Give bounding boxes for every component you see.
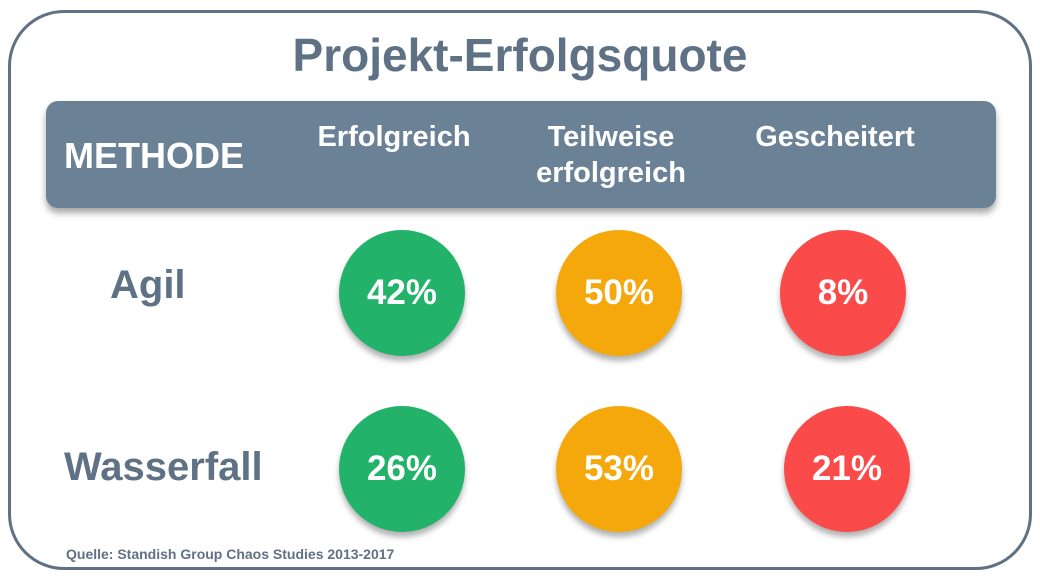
- header-teilweise-erfolgreich: Teilweise erfolgreich: [536, 121, 686, 189]
- value-circle-wasserfall-gescheitert: 21%: [784, 406, 910, 532]
- row-label-agil: Agil: [110, 263, 186, 307]
- chart-title: Projekt-Erfolgsquote: [292, 29, 748, 81]
- value-circle-agil-erfolgreich: 42%: [339, 230, 465, 356]
- source-note: Quelle: Standish Group Chaos Studies 201…: [66, 546, 395, 562]
- value-circle-wasserfall-erfolgreich: 26%: [339, 406, 465, 532]
- header-method: METHODE: [64, 135, 244, 176]
- value-circle-agil-teilweise: 50%: [556, 230, 682, 356]
- header-bar: METHODE Erfolgreich Teilweise erfolgreic…: [46, 101, 996, 208]
- value-circle-agil-gescheitert: 8%: [780, 230, 906, 356]
- header-gescheitert: Gescheitert: [755, 121, 915, 153]
- header-erfolgreich: Erfolgreich: [317, 121, 471, 153]
- row-label-wasserfall: Wasserfall: [64, 445, 263, 489]
- value-circle-wasserfall-teilweise: 53%: [556, 406, 682, 532]
